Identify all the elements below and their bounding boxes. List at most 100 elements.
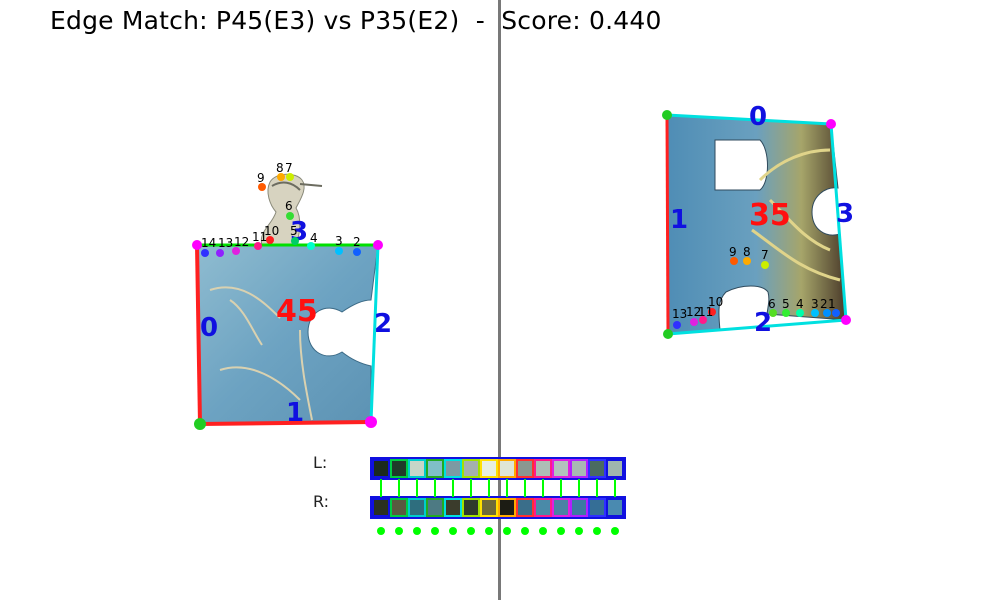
left-piece-texture bbox=[209, 286, 313, 421]
strip-right-cell bbox=[588, 498, 606, 517]
strip-right-cell bbox=[606, 498, 624, 517]
left-corner-br bbox=[365, 416, 377, 428]
right-edge-label-1: 1 bbox=[670, 205, 688, 235]
left-point-label-4: 4 bbox=[310, 231, 318, 245]
strip-left-cell bbox=[606, 459, 624, 478]
strip-match-dot bbox=[485, 527, 493, 535]
strip-right-cell bbox=[480, 498, 498, 517]
right-point-label-7: 7 bbox=[761, 248, 769, 262]
right-point-4 bbox=[796, 309, 804, 317]
strip-match-dot bbox=[557, 527, 565, 535]
strip-right-cell bbox=[444, 498, 462, 517]
strip-left-cell bbox=[408, 459, 426, 478]
left-point-6 bbox=[286, 212, 294, 220]
strip-right-cell bbox=[390, 498, 408, 517]
left-point-2 bbox=[353, 248, 361, 256]
strip-left-cell bbox=[372, 459, 390, 478]
right-piece-texture bbox=[751, 148, 841, 282]
right-edge-1 bbox=[665, 114, 670, 335]
strip-left-cell bbox=[534, 459, 552, 478]
strip-right-cell bbox=[372, 498, 390, 517]
right-point-label-8: 8 bbox=[743, 245, 751, 259]
right-point-5 bbox=[782, 309, 790, 317]
strip-left-cell bbox=[588, 459, 606, 478]
right-point-9 bbox=[730, 257, 738, 265]
strip-match-dot bbox=[521, 527, 529, 535]
right-piece-id: 35 bbox=[749, 198, 791, 233]
right-point-label-13: 13 bbox=[672, 307, 687, 321]
strip-left-cell bbox=[552, 459, 570, 478]
left-edge-label-2: 2 bbox=[374, 309, 392, 339]
left-point-label-10: 10 bbox=[264, 224, 279, 238]
left-piece-tab-detail bbox=[271, 181, 323, 191]
left-point-7 bbox=[286, 173, 294, 181]
strip-match-dot bbox=[593, 527, 601, 535]
strip-right-cell bbox=[570, 498, 588, 517]
right-point-6 bbox=[769, 309, 777, 317]
strip-match-dot bbox=[449, 527, 457, 535]
left-edge-0 bbox=[195, 244, 202, 425]
left-edge-label-1: 1 bbox=[286, 398, 304, 428]
left-point-label-5: 5 bbox=[290, 224, 298, 238]
left-point-11 bbox=[254, 242, 262, 250]
left-point-4 bbox=[307, 242, 315, 250]
strip-match-dot bbox=[467, 527, 475, 535]
strip-left-cell bbox=[570, 459, 588, 478]
right-point-label-6: 6 bbox=[768, 297, 776, 311]
left-edge-1 bbox=[199, 420, 372, 426]
strip-right-cell bbox=[516, 498, 534, 517]
strip-match-dot bbox=[503, 527, 511, 535]
strip-left-cell bbox=[426, 459, 444, 478]
left-point-label-11: 11 bbox=[252, 230, 267, 244]
left-point-label-8: 8 bbox=[276, 161, 284, 175]
page-title: Edge Match: P45(E3) vs P35(E2) - Score: … bbox=[50, 6, 662, 35]
right-corner-tr bbox=[826, 119, 836, 129]
right-piece: 0 1 2 3 35 1 2 3 4 5 6 7 8 9 10 11 12 bbox=[662, 102, 854, 339]
right-point-8 bbox=[743, 257, 751, 265]
strip-match-dot bbox=[539, 527, 547, 535]
left-corner-tl bbox=[192, 240, 202, 250]
strip-match-dot bbox=[413, 527, 421, 535]
left-edge-label-0: 0 bbox=[200, 313, 218, 343]
right-edge-label-0: 0 bbox=[749, 102, 767, 132]
right-point-2 bbox=[823, 309, 831, 317]
left-piece: 0 1 2 3 45 2 3 4 5 6 7 8 9 10 11 12 bbox=[192, 161, 392, 430]
right-edge-0 bbox=[666, 113, 832, 126]
left-point-5 bbox=[291, 237, 299, 245]
left-point-14 bbox=[201, 249, 209, 257]
right-edge-label-3: 3 bbox=[836, 199, 854, 229]
left-point-label-9: 9 bbox=[257, 171, 265, 185]
left-point-8 bbox=[277, 173, 285, 181]
strip-right-cell bbox=[408, 498, 426, 517]
strip-left-cell bbox=[498, 459, 516, 478]
strip-left-cell bbox=[390, 459, 408, 478]
right-point-label-2: 2 bbox=[820, 297, 828, 311]
right-point-label-4: 4 bbox=[796, 297, 804, 311]
strip-left-cell bbox=[480, 459, 498, 478]
left-point-label-13: 13 bbox=[218, 236, 233, 250]
left-point-3 bbox=[335, 247, 343, 255]
left-point-label-2: 2 bbox=[353, 235, 361, 249]
strip-left-cell bbox=[516, 459, 534, 478]
left-point-label-7: 7 bbox=[285, 161, 293, 175]
left-point-label-3: 3 bbox=[335, 234, 343, 248]
strip-match-dot bbox=[377, 527, 385, 535]
right-edge-3 bbox=[829, 123, 848, 321]
strip-left-label: L: bbox=[313, 453, 328, 472]
strip-match-dot bbox=[395, 527, 403, 535]
strip-right-cell bbox=[552, 498, 570, 517]
right-point-7 bbox=[761, 261, 769, 269]
strip-right-frame bbox=[370, 496, 626, 519]
right-point-13 bbox=[673, 321, 681, 329]
strip-left-cell bbox=[444, 459, 462, 478]
left-corner-tr bbox=[373, 240, 383, 250]
right-point-label-9: 9 bbox=[729, 245, 737, 259]
strip-match-dot bbox=[431, 527, 439, 535]
right-point-11 bbox=[699, 316, 707, 324]
color-strip-comparison bbox=[370, 457, 626, 535]
right-point-label-12: 12 bbox=[686, 305, 701, 319]
left-point-label-12: 12 bbox=[234, 235, 249, 249]
right-edge-2 bbox=[667, 318, 847, 336]
left-point-10 bbox=[266, 236, 274, 244]
strip-left-frame bbox=[370, 457, 626, 480]
